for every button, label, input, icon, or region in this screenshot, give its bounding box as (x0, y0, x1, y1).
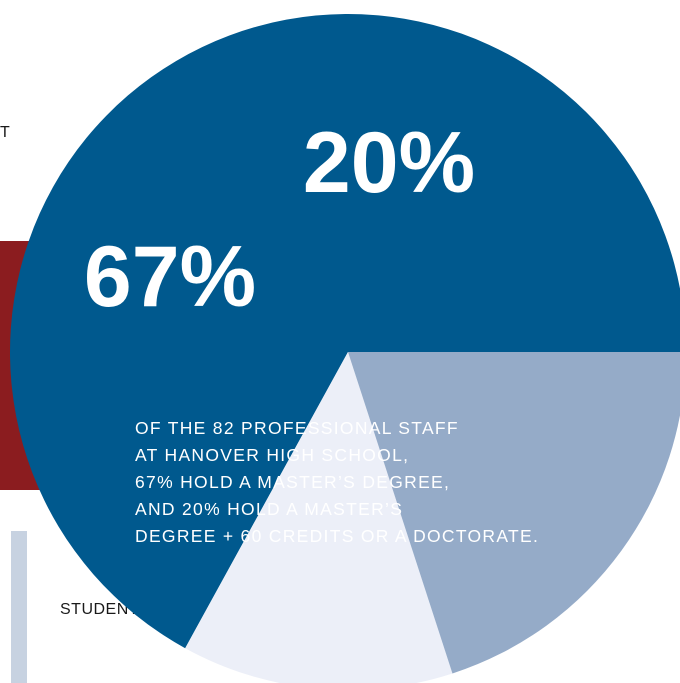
data-label-masters: 67% (84, 229, 256, 325)
pie-slice-masters (10, 14, 680, 649)
annotation-line: 67% HOLD A MASTER’S DEGREE, (135, 472, 450, 492)
bracket-decoration (11, 531, 27, 683)
annotation-line: OF THE 82 PROFESSIONAL STAFF (135, 418, 459, 438)
annotation-line: AT HANOVER HIGH SCHOOL, (135, 445, 409, 465)
edge-text-t: T (0, 124, 11, 141)
pie-annotation: OF THE 82 PROFESSIONAL STAFF AT HANOVER … (135, 418, 539, 546)
pie-slice-doctorate (348, 352, 680, 674)
annotation-line: AND 20% HOLD A MASTER’S (135, 499, 403, 519)
data-label-doctorate: 20% (303, 115, 475, 211)
pie-slice-other (185, 352, 453, 683)
annotation-line: DEGREE + 60 CREDITS OR A DOCTORATE. (135, 526, 539, 546)
